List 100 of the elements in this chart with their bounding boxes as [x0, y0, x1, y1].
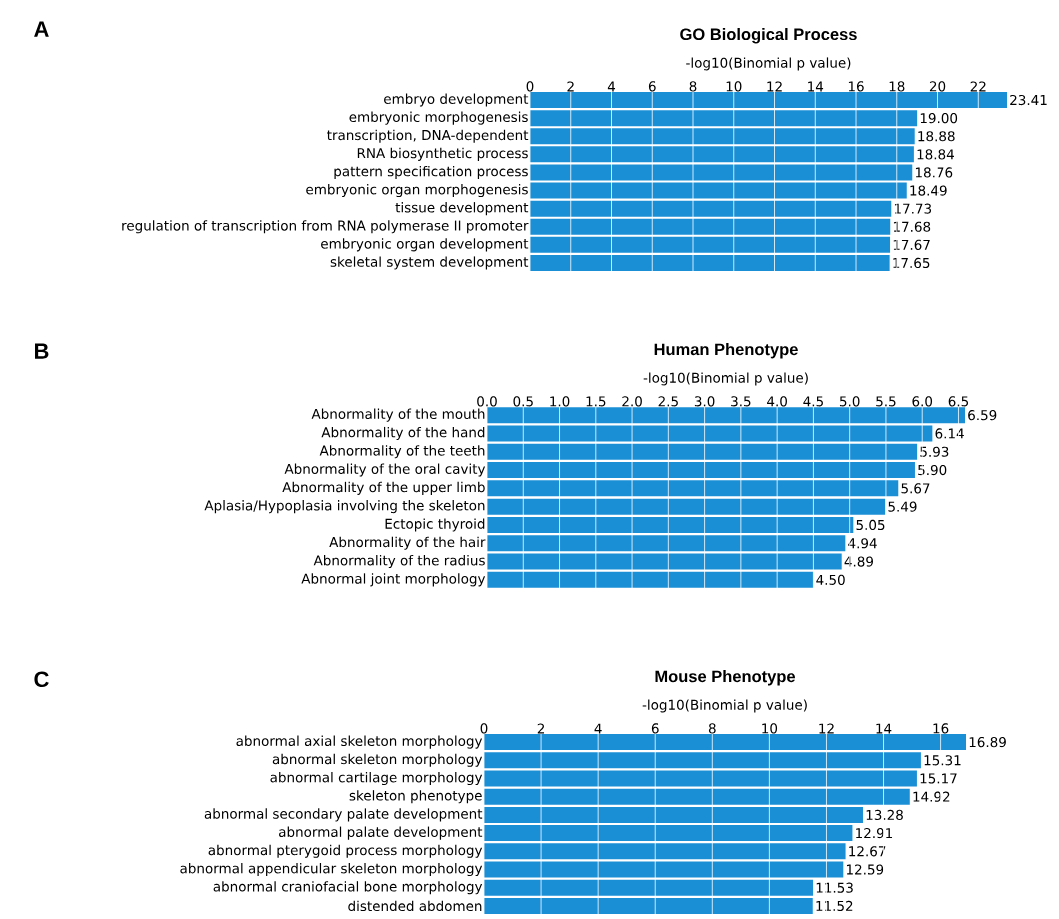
x-tick-label: 4 — [594, 723, 602, 734]
x-tick-label: 18 — [889, 81, 905, 92]
bar — [487, 425, 933, 442]
bar — [487, 407, 966, 424]
data-label: 5.05 — [856, 519, 885, 531]
data-label: 11.53 — [816, 882, 853, 893]
x-tick-label: 6.5 — [948, 396, 969, 407]
bar — [530, 164, 913, 181]
bar — [530, 128, 915, 145]
x-axis-title: -log10(Binomial p value) — [686, 57, 851, 71]
data-label: 12.67 — [849, 846, 886, 857]
y-tick-label: abnormal cartilage morphology — [270, 771, 483, 786]
y-tick-label: distended abdomen — [348, 900, 482, 912]
y-tick-label: Abnormality of the upper limb — [282, 481, 485, 495]
bar — [484, 770, 917, 787]
bar — [484, 879, 814, 896]
x-tick-label: 22 — [970, 81, 986, 92]
bar — [484, 825, 853, 842]
x-tick-label: 2.5 — [658, 396, 678, 407]
data-label: 4.94 — [848, 538, 877, 549]
data-label: 18.84 — [917, 149, 954, 160]
bar — [530, 254, 890, 271]
bar — [530, 182, 907, 199]
y-tick-label: Abnormality of the oral cavity — [284, 463, 486, 477]
chart-title: GO Biological Process — [680, 28, 857, 44]
x-tick-label: 14 — [808, 81, 824, 92]
x-tick-label: 0 — [480, 723, 488, 734]
data-label: 16.89 — [969, 737, 1006, 748]
y-tick-label: Abnormal joint morphology — [301, 573, 486, 587]
data-label: 14.92 — [913, 791, 950, 802]
x-tick-label: 16 — [933, 723, 949, 734]
x-tick-label: 8 — [708, 723, 716, 734]
y-tick-label: Abnormality of the teeth — [319, 445, 485, 459]
bar — [487, 498, 886, 515]
data-label: 17.65 — [893, 257, 930, 269]
y-tick-label: embryo development — [384, 93, 529, 107]
x-tick-label: 5.0 — [839, 396, 860, 407]
bar — [487, 462, 915, 479]
y-tick-label: Abnormality of the radius — [313, 555, 485, 569]
data-label: 12.91 — [856, 828, 893, 839]
x-tick-label: 16 — [848, 81, 864, 92]
bar — [484, 734, 967, 751]
bar — [487, 535, 846, 552]
data-label: 23.41 — [1010, 94, 1047, 106]
y-tick-label: Aplasia/Hypoplasia involving the skeleton — [204, 500, 485, 514]
x-tick-label: 4.5 — [803, 396, 823, 407]
text: A — [34, 21, 49, 37]
data-label: 5.49 — [888, 501, 917, 512]
y-tick-label: RNA biosynthetic process — [357, 147, 528, 161]
data-label: 13.28 — [866, 809, 903, 821]
y-tick-label: skeletal system development — [330, 256, 529, 270]
y-tick-label: embryonic organ development — [321, 238, 529, 252]
y-tick-label: Abnormality of the mouth — [311, 408, 485, 422]
data-label: 15.17 — [920, 773, 957, 784]
data-label: 5.93 — [920, 446, 949, 457]
y-tick-label: pattern specification process — [334, 165, 528, 179]
x-tick-label: 4.0 — [767, 396, 787, 407]
bar — [487, 571, 814, 588]
data-label: 17.73 — [894, 203, 932, 214]
x-tick-label: 8 — [689, 81, 697, 92]
x-tick-label: 12 — [767, 81, 782, 92]
data-label: 18.88 — [918, 131, 955, 142]
y-tick-label: abnormal pterygoid process morphology — [208, 844, 483, 858]
x-tick-label: 12 — [819, 723, 834, 734]
chart-title: Mouse Phenotype — [655, 670, 796, 686]
x-tick-label: 0 — [526, 81, 534, 92]
bar — [530, 200, 892, 217]
y-tick-label: Ectopic thyroid — [385, 518, 485, 532]
bar — [530, 236, 891, 253]
x-tick-label: 6 — [651, 723, 659, 734]
bar — [487, 443, 918, 460]
x-tick-label: 1.5 — [586, 396, 606, 407]
x-tick-label: 6.0 — [912, 396, 933, 407]
y-tick-label: abnormal secondary palate development — [204, 808, 483, 822]
data-label: 18.76 — [915, 167, 953, 178]
bar — [484, 806, 863, 823]
y-tick-label: abnormal appendicular skeleton morphology — [180, 862, 483, 877]
x-tick-label: 4 — [607, 81, 616, 92]
data-label: 19.00 — [920, 113, 958, 124]
data-label: 4.50 — [816, 574, 845, 585]
bar — [484, 897, 813, 914]
data-label: 18.49 — [910, 185, 947, 196]
x-tick-label: 3.0 — [694, 396, 715, 407]
y-tick-label: abnormal skeleton morphology — [272, 753, 483, 767]
bar — [530, 218, 891, 235]
x-tick-label: 2.0 — [622, 396, 642, 407]
y-tick-label: abnormal axial skeleton morphology — [236, 735, 483, 749]
x-tick-label: 3.5 — [731, 396, 751, 407]
data-label: 6.59 — [968, 410, 997, 421]
x-tick-label: 0.0 — [477, 396, 497, 407]
y-tick-label: transcription, DNA-dependent — [327, 129, 529, 143]
data-label: 5.90 — [918, 464, 947, 476]
bar — [484, 788, 910, 805]
data-label: 17.67 — [893, 239, 930, 250]
bar — [530, 110, 918, 127]
bar — [484, 752, 921, 769]
bar — [530, 146, 914, 163]
data-label: 15.31 — [924, 755, 961, 766]
bar — [487, 516, 854, 533]
bar — [487, 553, 842, 570]
